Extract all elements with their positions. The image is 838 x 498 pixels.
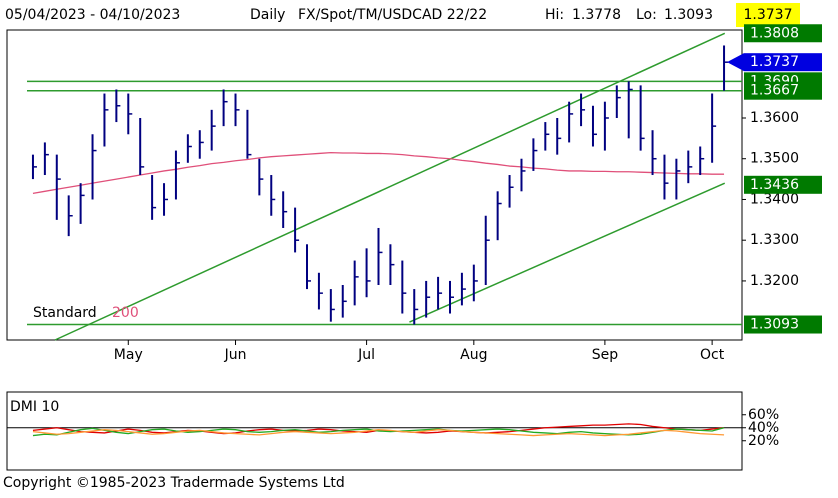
- dmi-title: DMI 10: [10, 399, 59, 415]
- y-tick-label: 1.3400: [750, 191, 799, 207]
- dmi-line: [32, 427, 725, 437]
- footer: Copyright ©1985-2023 Tradermade Systems …: [3, 475, 345, 491]
- x-tick-label: Jun: [224, 347, 247, 363]
- header-period: Daily: [250, 7, 285, 23]
- price-label: 1.3737: [750, 54, 799, 70]
- x-tick-label: Jul: [357, 347, 375, 363]
- last-price-box: [736, 3, 800, 27]
- moving-average: [32, 151, 725, 194]
- price-label-box: [744, 315, 822, 334]
- x-tick-label: Aug: [460, 347, 487, 363]
- x-tick-label: Sep: [592, 347, 619, 363]
- legend-name: Standard: [33, 305, 97, 321]
- price-label-box: [744, 24, 822, 43]
- header-hi: 1.3778: [572, 7, 621, 23]
- header-range: 05/04/2023 - 04/10/2023: [5, 7, 180, 23]
- y-tick-label: 1.3200: [750, 273, 799, 289]
- y-tick-label: 1.3600: [750, 110, 799, 126]
- header-hi-label: Hi:: [545, 7, 564, 23]
- price-arrow: [727, 53, 744, 72]
- header-last: 1.3737: [744, 7, 793, 23]
- price-label: 1.3436: [750, 177, 799, 193]
- y-tick-label: 1.3300: [750, 232, 799, 248]
- price-label-box: [744, 175, 822, 194]
- y-tick-label: 60%: [748, 407, 779, 423]
- y-tick-label: 40%: [748, 420, 779, 436]
- price-label: 1.3667: [750, 83, 799, 99]
- x-tick-label: Oct: [700, 347, 725, 363]
- y-tick-label: 1.3500: [750, 151, 799, 167]
- price-label-box: [744, 81, 822, 100]
- price-label: 1.3808: [750, 25, 799, 41]
- legend-period: 200: [112, 305, 139, 321]
- dmi-line: [32, 429, 725, 437]
- y-tick-label: 20%: [748, 433, 779, 449]
- header-symbol: FX/Spot/TM/USDCAD 22/22: [298, 7, 487, 23]
- header-lo: 1.3093: [664, 7, 713, 23]
- x-tick-label: May: [114, 347, 143, 363]
- price-label-box: [744, 53, 822, 72]
- trend-line: [54, 32, 726, 341]
- header-lo-label: Lo:: [636, 7, 657, 23]
- price-label: 1.3093: [750, 317, 799, 333]
